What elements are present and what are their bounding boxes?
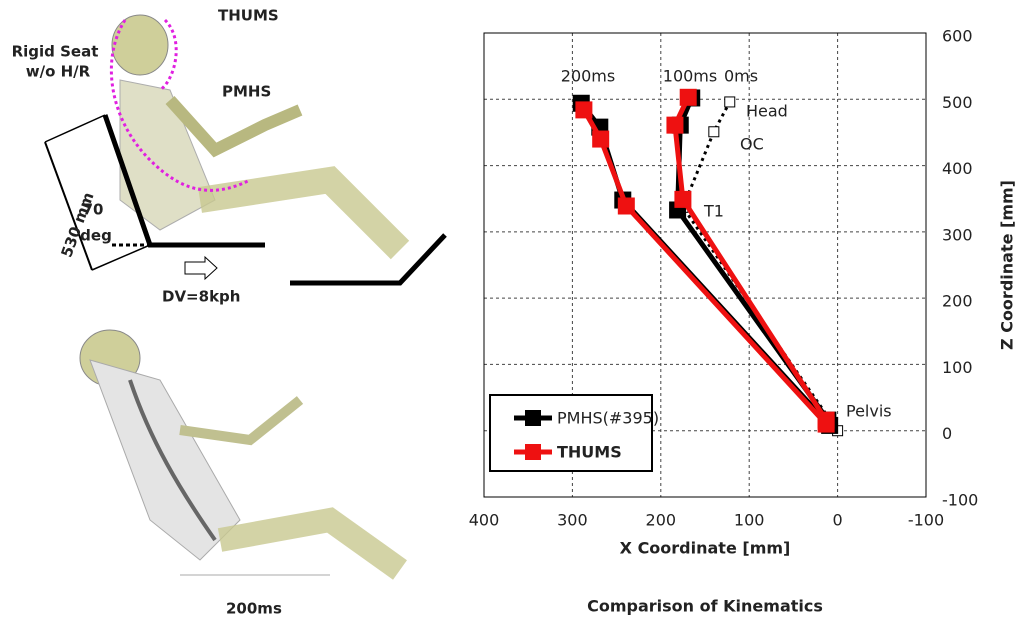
angle-label: 70 xyxy=(83,201,104,219)
y-tick-label: 100 xyxy=(942,358,973,377)
top-illustration: THUMS Rigid Seat w/o H/R PMHS 530 mm 70 … xyxy=(12,7,447,306)
plot-frame xyxy=(483,32,927,498)
point-marker xyxy=(708,126,720,138)
spine xyxy=(128,379,217,542)
point-marker xyxy=(592,130,610,148)
x-tick-label: 400 xyxy=(469,511,500,530)
annotation: Pelvis xyxy=(846,402,892,421)
dimension xyxy=(91,244,151,271)
point-marker xyxy=(724,96,736,108)
chart-title: Comparison of Kinematics xyxy=(587,597,823,616)
series-line xyxy=(581,108,828,426)
head xyxy=(111,14,169,76)
y-tick-label: -100 xyxy=(942,491,978,510)
leg xyxy=(217,507,407,580)
pmhs-outline xyxy=(159,18,178,92)
legend-label: PMHS(#395) xyxy=(557,409,659,428)
y-tick-label: 300 xyxy=(942,225,973,244)
y-axis-label: Z Coordinate [mm] xyxy=(998,180,1017,350)
bottom-illustration: 200ms xyxy=(79,329,407,618)
point-marker xyxy=(817,415,835,433)
legend-box xyxy=(489,394,653,472)
legend-swatch xyxy=(525,444,541,460)
legend-label: THUMS xyxy=(557,443,622,462)
point-marker xyxy=(666,116,684,134)
leg xyxy=(198,166,410,260)
dimension xyxy=(44,141,93,271)
thums-label: THUMS xyxy=(218,7,279,25)
annotation: 0ms xyxy=(724,67,758,86)
arm xyxy=(165,95,303,158)
x-tick-label: 200 xyxy=(646,511,677,530)
angle-label: deg xyxy=(80,227,112,245)
dv-label: DV=8kph xyxy=(162,288,240,306)
arm xyxy=(179,396,304,446)
pmhs-outline xyxy=(109,19,251,192)
annotation: 200ms xyxy=(561,67,615,86)
direction-arrow xyxy=(184,255,218,281)
x-tick-label: -100 xyxy=(908,511,944,530)
point-marker xyxy=(575,101,593,119)
y-tick-label: 0 xyxy=(942,424,952,443)
point-marker xyxy=(679,88,697,106)
x-tick-label: 100 xyxy=(734,511,765,530)
annotation: Head xyxy=(746,102,788,121)
series-line xyxy=(672,96,829,422)
annotation: OC xyxy=(740,135,764,154)
seat-label: w/o H/R xyxy=(26,63,91,81)
x-axis-label: X Coordinate [mm] xyxy=(620,539,791,558)
legend-swatch xyxy=(525,410,541,426)
pmhs-label: PMHS xyxy=(222,83,271,101)
floor xyxy=(290,233,447,286)
chart: 400 300 200 100 0 -100 600 500 400 300 200 100 0 -100… xyxy=(469,27,1017,616)
point-marker xyxy=(617,197,635,215)
x-tick-label: 300 xyxy=(557,511,588,530)
y-tick-label: 400 xyxy=(942,159,973,178)
y-tick-label: 600 xyxy=(942,27,973,46)
y-tick-label: 200 xyxy=(942,292,973,311)
annotation: 100ms xyxy=(663,67,717,86)
seat-label: Rigid Seat xyxy=(12,43,99,61)
x-tick-label: 0 xyxy=(833,511,843,530)
annotation: T1 xyxy=(703,202,724,221)
y-tick-label: 500 xyxy=(942,93,973,112)
time-label: 200ms xyxy=(226,600,282,618)
dimension xyxy=(44,114,106,143)
point-marker xyxy=(674,190,692,208)
